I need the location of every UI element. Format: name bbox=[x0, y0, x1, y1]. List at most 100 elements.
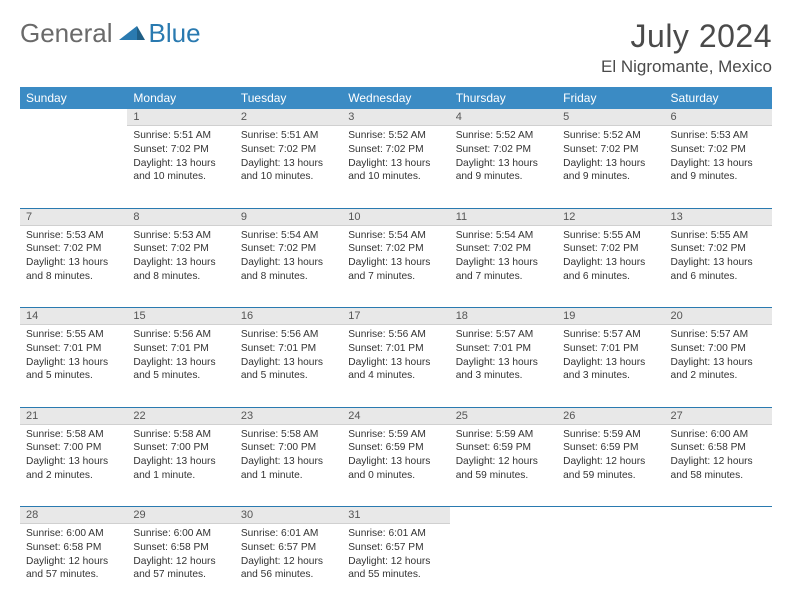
weekday-header: Saturday bbox=[665, 87, 772, 109]
day-number bbox=[450, 507, 557, 511]
day-details: Sunrise: 6:00 AMSunset: 6:58 PMDaylight:… bbox=[127, 524, 234, 588]
day-details: Sunrise: 5:52 AMSunset: 7:02 PMDaylight:… bbox=[450, 126, 557, 190]
day-number: 9 bbox=[235, 209, 342, 226]
day-details: Sunrise: 5:53 AMSunset: 7:02 PMDaylight:… bbox=[20, 226, 127, 290]
day-cell bbox=[665, 524, 772, 606]
weekday-header: Thursday bbox=[450, 87, 557, 109]
day-cell: Sunrise: 5:56 AMSunset: 7:01 PMDaylight:… bbox=[342, 325, 449, 407]
day-content-row: Sunrise: 5:53 AMSunset: 7:02 PMDaylight:… bbox=[20, 226, 772, 308]
day-cell: Sunrise: 6:00 AMSunset: 6:58 PMDaylight:… bbox=[20, 524, 127, 606]
weekday-header: Tuesday bbox=[235, 87, 342, 109]
day-number: 28 bbox=[20, 507, 127, 524]
day-details: Sunrise: 5:55 AMSunset: 7:02 PMDaylight:… bbox=[557, 226, 664, 290]
daynum-row: 14151617181920 bbox=[20, 308, 772, 325]
daynum-row: 123456 bbox=[20, 109, 772, 126]
day-details: Sunrise: 5:58 AMSunset: 7:00 PMDaylight:… bbox=[20, 425, 127, 489]
day-cell: Sunrise: 6:01 AMSunset: 6:57 PMDaylight:… bbox=[342, 524, 449, 606]
calendar-body: 123456Sunrise: 5:51 AMSunset: 7:02 PMDay… bbox=[20, 109, 772, 606]
day-details: Sunrise: 5:56 AMSunset: 7:01 PMDaylight:… bbox=[342, 325, 449, 389]
day-number: 20 bbox=[665, 308, 772, 325]
day-details: Sunrise: 6:01 AMSunset: 6:57 PMDaylight:… bbox=[342, 524, 449, 588]
day-number: 11 bbox=[450, 209, 557, 226]
day-cell: Sunrise: 5:55 AMSunset: 7:01 PMDaylight:… bbox=[20, 325, 127, 407]
day-cell: Sunrise: 5:51 AMSunset: 7:02 PMDaylight:… bbox=[235, 126, 342, 208]
day-number: 10 bbox=[342, 209, 449, 226]
day-cell: Sunrise: 5:52 AMSunset: 7:02 PMDaylight:… bbox=[450, 126, 557, 208]
day-number: 1 bbox=[127, 109, 234, 126]
day-number: 24 bbox=[342, 408, 449, 425]
day-cell bbox=[557, 524, 664, 606]
day-cell: Sunrise: 5:55 AMSunset: 7:02 PMDaylight:… bbox=[557, 226, 664, 308]
day-details: Sunrise: 5:56 AMSunset: 7:01 PMDaylight:… bbox=[127, 325, 234, 389]
daynum-row: 28293031 bbox=[20, 507, 772, 524]
day-number: 14 bbox=[20, 308, 127, 325]
day-cell: Sunrise: 5:59 AMSunset: 6:59 PMDaylight:… bbox=[450, 425, 557, 507]
day-cell: Sunrise: 5:58 AMSunset: 7:00 PMDaylight:… bbox=[20, 425, 127, 507]
day-cell: Sunrise: 5:54 AMSunset: 7:02 PMDaylight:… bbox=[342, 226, 449, 308]
day-cell: Sunrise: 5:52 AMSunset: 7:02 PMDaylight:… bbox=[342, 126, 449, 208]
day-cell: Sunrise: 5:58 AMSunset: 7:00 PMDaylight:… bbox=[127, 425, 234, 507]
daynum-row: 78910111213 bbox=[20, 209, 772, 226]
day-content-row: Sunrise: 6:00 AMSunset: 6:58 PMDaylight:… bbox=[20, 524, 772, 606]
day-details: Sunrise: 5:53 AMSunset: 7:02 PMDaylight:… bbox=[665, 126, 772, 190]
day-details: Sunrise: 5:58 AMSunset: 7:00 PMDaylight:… bbox=[127, 425, 234, 489]
day-cell: Sunrise: 5:53 AMSunset: 7:02 PMDaylight:… bbox=[127, 226, 234, 308]
day-cell bbox=[450, 524, 557, 606]
day-details: Sunrise: 5:52 AMSunset: 7:02 PMDaylight:… bbox=[342, 126, 449, 190]
weekday-header: Sunday bbox=[20, 87, 127, 109]
day-cell: Sunrise: 6:00 AMSunset: 6:58 PMDaylight:… bbox=[127, 524, 234, 606]
brand-triangle-icon bbox=[119, 22, 145, 45]
day-cell: Sunrise: 5:57 AMSunset: 7:00 PMDaylight:… bbox=[665, 325, 772, 407]
calendar-table: SundayMondayTuesdayWednesdayThursdayFrid… bbox=[20, 87, 772, 606]
day-cell: Sunrise: 6:00 AMSunset: 6:58 PMDaylight:… bbox=[665, 425, 772, 507]
day-details: Sunrise: 5:59 AMSunset: 6:59 PMDaylight:… bbox=[450, 425, 557, 489]
day-number: 7 bbox=[20, 209, 127, 226]
day-number: 3 bbox=[342, 109, 449, 126]
day-number: 19 bbox=[557, 308, 664, 325]
day-number: 29 bbox=[127, 507, 234, 524]
day-number bbox=[557, 507, 664, 511]
day-number: 18 bbox=[450, 308, 557, 325]
day-cell: Sunrise: 6:01 AMSunset: 6:57 PMDaylight:… bbox=[235, 524, 342, 606]
day-content-row: Sunrise: 5:55 AMSunset: 7:01 PMDaylight:… bbox=[20, 325, 772, 407]
day-cell: Sunrise: 5:53 AMSunset: 7:02 PMDaylight:… bbox=[20, 226, 127, 308]
day-content-row: Sunrise: 5:58 AMSunset: 7:00 PMDaylight:… bbox=[20, 425, 772, 507]
day-number: 2 bbox=[235, 109, 342, 126]
day-number: 23 bbox=[235, 408, 342, 425]
day-cell: Sunrise: 5:54 AMSunset: 7:02 PMDaylight:… bbox=[450, 226, 557, 308]
day-cell: Sunrise: 5:54 AMSunset: 7:02 PMDaylight:… bbox=[235, 226, 342, 308]
day-cell: Sunrise: 5:57 AMSunset: 7:01 PMDaylight:… bbox=[450, 325, 557, 407]
day-details: Sunrise: 5:56 AMSunset: 7:01 PMDaylight:… bbox=[235, 325, 342, 389]
day-number: 6 bbox=[665, 109, 772, 126]
day-details: Sunrise: 5:52 AMSunset: 7:02 PMDaylight:… bbox=[557, 126, 664, 190]
day-cell: Sunrise: 5:52 AMSunset: 7:02 PMDaylight:… bbox=[557, 126, 664, 208]
brand-part1: General bbox=[20, 18, 113, 49]
weekday-header: Monday bbox=[127, 87, 234, 109]
day-number: 26 bbox=[557, 408, 664, 425]
location-label: El Nigromante, Mexico bbox=[601, 57, 772, 77]
day-details: Sunrise: 5:54 AMSunset: 7:02 PMDaylight:… bbox=[235, 226, 342, 290]
day-cell: Sunrise: 5:57 AMSunset: 7:01 PMDaylight:… bbox=[557, 325, 664, 407]
title-block: July 2024 El Nigromante, Mexico bbox=[601, 18, 772, 77]
day-content-row: Sunrise: 5:51 AMSunset: 7:02 PMDaylight:… bbox=[20, 126, 772, 208]
day-number: 22 bbox=[127, 408, 234, 425]
calendar-head: SundayMondayTuesdayWednesdayThursdayFrid… bbox=[20, 87, 772, 109]
day-details: Sunrise: 6:00 AMSunset: 6:58 PMDaylight:… bbox=[20, 524, 127, 588]
day-number bbox=[665, 507, 772, 511]
day-cell: Sunrise: 5:58 AMSunset: 7:00 PMDaylight:… bbox=[235, 425, 342, 507]
day-number: 15 bbox=[127, 308, 234, 325]
day-details: Sunrise: 5:53 AMSunset: 7:02 PMDaylight:… bbox=[127, 226, 234, 290]
day-cell: Sunrise: 5:59 AMSunset: 6:59 PMDaylight:… bbox=[342, 425, 449, 507]
daynum-row: 21222324252627 bbox=[20, 408, 772, 425]
day-cell bbox=[20, 126, 127, 208]
weekday-header: Friday bbox=[557, 87, 664, 109]
day-number: 12 bbox=[557, 209, 664, 226]
day-cell: Sunrise: 5:51 AMSunset: 7:02 PMDaylight:… bbox=[127, 126, 234, 208]
day-details: Sunrise: 5:51 AMSunset: 7:02 PMDaylight:… bbox=[127, 126, 234, 190]
brand-part2: Blue bbox=[149, 18, 201, 49]
brand-logo: General Blue bbox=[20, 18, 201, 49]
day-details: Sunrise: 6:00 AMSunset: 6:58 PMDaylight:… bbox=[665, 425, 772, 489]
day-details: Sunrise: 5:59 AMSunset: 6:59 PMDaylight:… bbox=[557, 425, 664, 489]
day-number: 8 bbox=[127, 209, 234, 226]
weekday-header: Wednesday bbox=[342, 87, 449, 109]
